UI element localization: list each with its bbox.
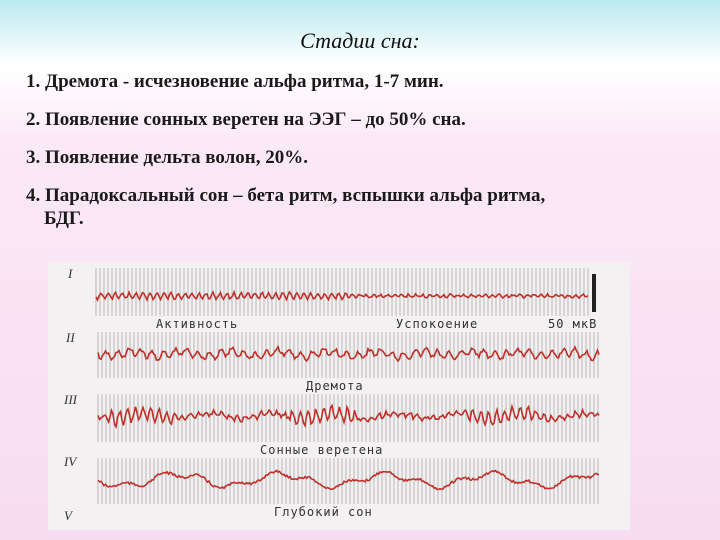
eeg-grid-1 — [95, 268, 589, 316]
stage-4-text: 4. Парадоксальный сон – бета ритм, вспыш… — [26, 185, 546, 206]
eeg-grid-4 — [97, 458, 599, 504]
roman-numeral-1: I — [67, 266, 73, 281]
eeg-traces — [95, 289, 600, 491]
caption-activity: Активность — [156, 317, 238, 331]
caption-drowsiness: Дремота — [306, 379, 364, 393]
caption-deep-sleep: Глубокий сон — [274, 505, 373, 519]
list-item: 4. Парадоксальный сон – бета ритм, вспыш… — [26, 184, 696, 230]
list-item: 3. Появление дельта волон, 20%. — [26, 146, 696, 169]
slide-title: Стадии сна: — [300, 28, 420, 53]
list-item: 2. Появление сонных веретен на ЭЭГ – до … — [26, 108, 696, 131]
eeg-figure: I II III IV V Активность Успокоение 50 м… — [48, 262, 630, 530]
eeg-trace-2 — [97, 344, 600, 363]
stage-4-continuation: БДГ. — [44, 208, 84, 229]
eeg-trace-1 — [95, 289, 589, 303]
stage-1-text: 1. Дремота - исчезновение альфа ритма, 1… — [26, 71, 444, 92]
caption-calm: Успокоение — [396, 317, 478, 331]
caption-sleep-spindles: Сонные веретена — [260, 443, 383, 457]
roman-numeral-3: III — [63, 392, 78, 407]
eeg-svg: I II III IV V Активность Успокоение 50 м… — [63, 266, 600, 523]
stage-3-text: 3. Появление дельта волон, 20%. — [26, 147, 308, 168]
list-item: 1. Дремота - исчезновение альфа ритма, 1… — [26, 70, 696, 93]
stage-2-text: 2. Появление сонных веретен на ЭЭГ – до … — [26, 109, 466, 130]
stages-list: 1. Дремота - исчезновение альфа ритма, 1… — [26, 70, 696, 245]
eeg-trace-3 — [97, 403, 600, 430]
eeg-trace-4 — [97, 469, 600, 491]
roman-numeral-4: IV — [63, 454, 78, 469]
roman-numeral-5: V — [64, 508, 74, 523]
roman-numeral-2: II — [65, 330, 75, 345]
caption-scale: 50 мкВ — [548, 317, 597, 331]
